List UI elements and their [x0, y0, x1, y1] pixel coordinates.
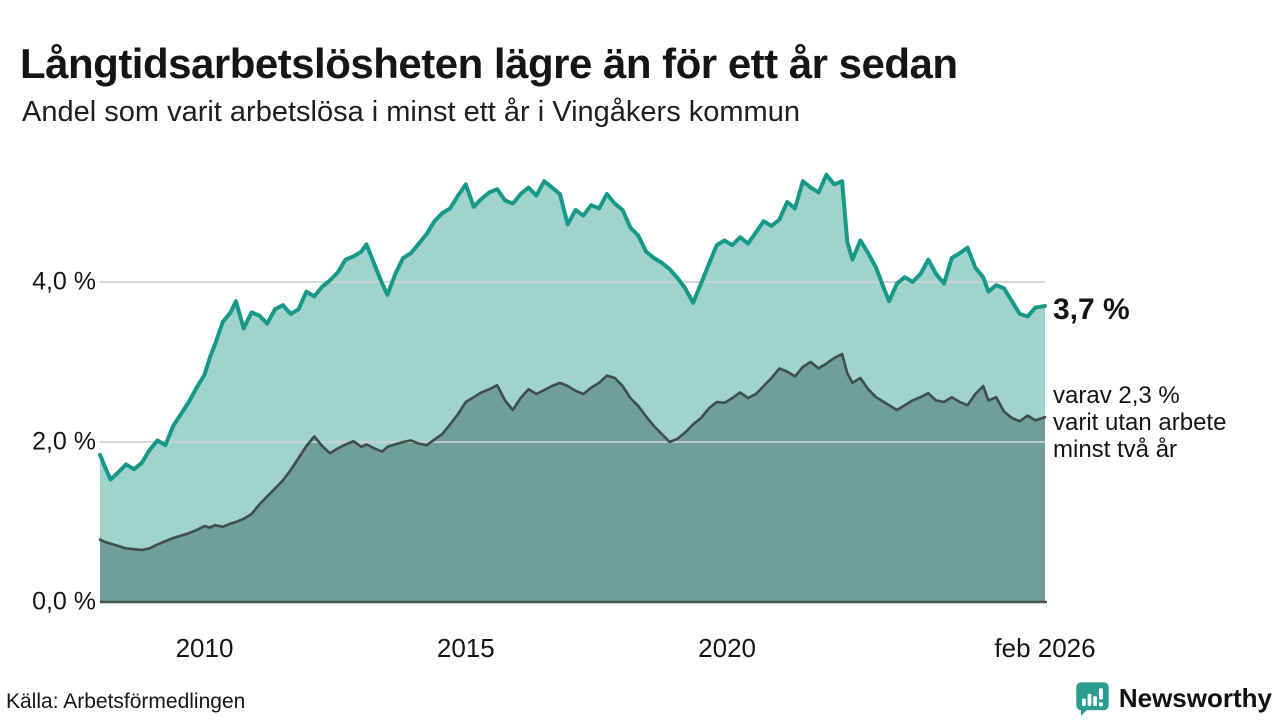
latest-value-label: 3,7 %	[1053, 293, 1130, 326]
series-min-1yr-line	[98, 172, 1047, 482]
y-axis-tick-label: 0,0 %	[32, 587, 96, 616]
x-axis-tick-label: feb 2026	[994, 633, 1096, 663]
newsworthy-logo-text: Newsworthy	[1118, 683, 1272, 713]
line-layer	[98, 172, 1047, 604]
gridline-layer	[100, 281, 1045, 443]
source-credit: Källa: Arbetsförmedlingen	[6, 690, 246, 713]
y-axis-tick-label: 4,0 %	[32, 267, 96, 296]
annotation-line-2: varit utan arbete	[1053, 409, 1227, 436]
page-title: Långtidsarbetslösheten lägre än för ett …	[20, 40, 958, 88]
newsworthy-logo-icon	[1076, 682, 1109, 716]
annotation-line-3: minst två år	[1053, 436, 1178, 463]
x-axis-tick-label: 2015	[436, 633, 495, 663]
y-axis-tick-label: 2,0 %	[32, 427, 96, 456]
series-min-2yr-area	[100, 354, 1045, 602]
secondary-series-annotation: varav 2,3 % varit utan arbete minst två …	[1053, 382, 1226, 463]
x-axis-tick-label: 2020	[698, 633, 757, 663]
newsworthy-logo[interactable]: Newsworthy	[1074, 680, 1272, 717]
annotation-line-1: varav 2,3 %	[1053, 382, 1180, 409]
series-min-2yr-line	[98, 352, 1047, 552]
page-subtitle: Andel som varit arbetslösa i minst ett å…	[22, 96, 800, 128]
x-axis-tick-label: 2010	[175, 633, 234, 663]
